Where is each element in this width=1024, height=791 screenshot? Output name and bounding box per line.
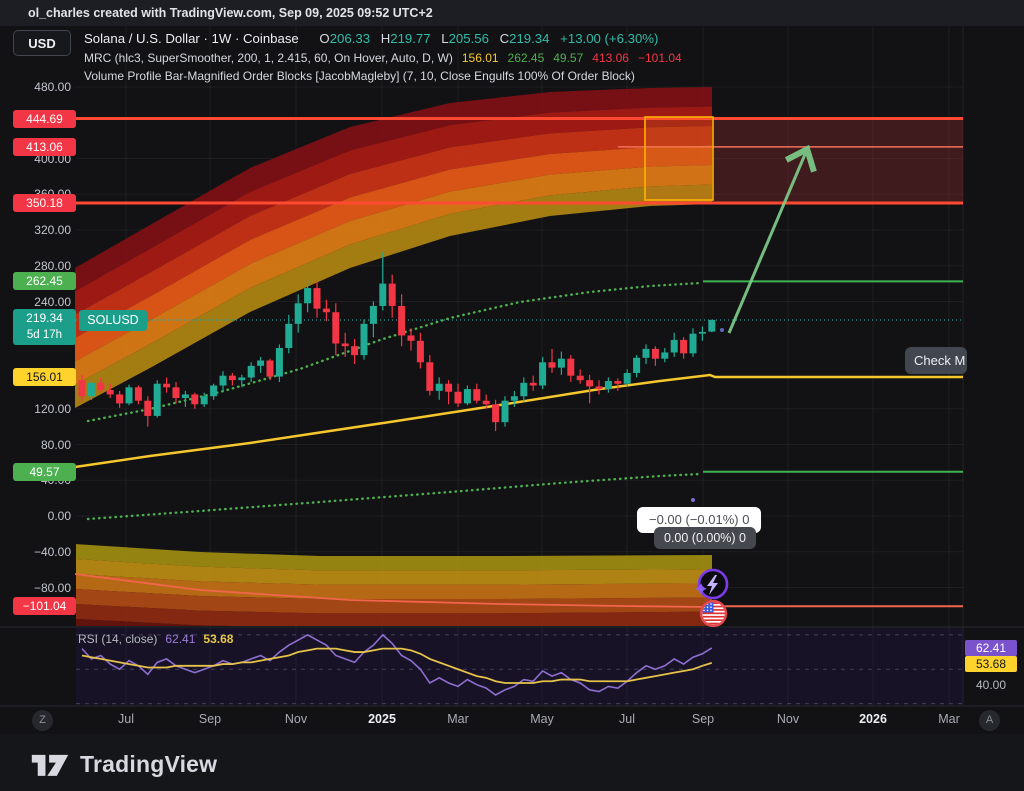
price-tick-label: −40.00 <box>33 544 71 559</box>
price-badge: 413.06 <box>13 137 76 156</box>
rsi-ma-value: 53.68 <box>203 632 234 646</box>
symbol-row[interactable]: Solana / U.S. Dollar · 1W · Coinbase O20… <box>84 31 682 47</box>
rsi-axis-label: 40.00 <box>975 678 1007 692</box>
tradingview-logo-text: TradingView <box>80 750 218 777</box>
price-badge: 444.69 <box>13 109 76 128</box>
rsi-value: 62.41 <box>165 632 196 646</box>
price-badge: 262.45 <box>13 272 76 291</box>
high-label: H <box>380 31 391 46</box>
mrc-indicator-values: 156.01 262.45 49.57 413.06 −101.04 <box>453 51 682 65</box>
low-label: L <box>441 31 449 46</box>
price-tick-label: 120.00 <box>34 401 71 416</box>
us-flag-icon[interactable] <box>699 599 728 628</box>
price-tick-label: 240.00 <box>34 294 71 309</box>
open-value: 206.33 <box>329 31 371 46</box>
price-tick-label: 480.00 <box>34 80 71 94</box>
time-axis-label: Sep <box>198 712 222 726</box>
mrc-value: −101.04 <box>637 51 682 65</box>
time-axis-label: May <box>530 712 554 726</box>
price-tick-label: 320.00 <box>34 223 71 237</box>
symbol-title: Solana / U.S. Dollar · 1W · Coinbase <box>84 31 299 46</box>
price-tick-label: 0.00 <box>47 509 71 523</box>
time-axis-label: 2025 <box>368 712 396 726</box>
time-axis-label: Mar <box>447 712 469 726</box>
mrc-value: 262.45 <box>507 51 545 65</box>
chart-legend: Solana / U.S. Dollar · 1W · Coinbase O20… <box>84 31 682 84</box>
close-value: 219.34 <box>509 31 550 46</box>
mrc-value: 156.01 <box>461 51 499 65</box>
tooltip-primary: 0.00 (0.00%) 0 <box>654 527 756 549</box>
currency-toggle-button[interactable]: USD <box>13 30 71 56</box>
price-tick-label: 80.00 <box>40 437 71 452</box>
price-badge: 219.34 5d 17h <box>13 308 76 345</box>
low-value: 205.56 <box>448 31 489 46</box>
check-button[interactable]: Check M <box>905 347 967 374</box>
mrc-indicator-label: MRC (hlc3, SuperSmoother, 200, 1, 2.415,… <box>84 51 453 65</box>
price-badge: −101.04 <box>13 597 76 616</box>
time-axis-label: Jul <box>619 712 635 726</box>
volume-profile-indicator-row[interactable]: Volume Profile Bar-Magnified Order Block… <box>84 69 635 83</box>
footer-bar: TradingView <box>0 734 1024 791</box>
timezone-button[interactable]: Z <box>32 710 53 731</box>
price-badge: 49.57 <box>13 462 76 481</box>
mrc-value: 49.57 <box>553 51 584 65</box>
rsi-indicator-row[interactable]: RSI (14, close) 62.41 53.68 <box>78 632 233 646</box>
time-axis-label: Sep <box>691 712 715 726</box>
price-tick-label: 280.00 <box>34 258 71 273</box>
rsi-value-badge: 62.41 <box>965 640 1017 656</box>
symbol-price-tag: SOLUSD <box>79 309 147 331</box>
time-axis-label: Nov <box>284 712 308 726</box>
tradingview-logo-icon <box>31 754 69 776</box>
close-label: C <box>499 31 510 46</box>
time-axis-label: Jul <box>118 712 134 726</box>
mrc-indicator-row[interactable]: MRC (hlc3, SuperSmoother, 200, 1, 2.415,… <box>84 50 682 66</box>
adjust-button[interactable]: A <box>979 710 1000 731</box>
time-axis-label: 2026 <box>859 712 887 726</box>
high-value: 219.77 <box>390 31 431 46</box>
time-axis-label: Nov <box>776 712 800 726</box>
rsi-label: RSI (14, close) <box>78 632 158 646</box>
tradingview-logo[interactable]: TradingView <box>30 747 217 781</box>
price-tick-label: −80.00 <box>33 580 71 595</box>
mrc-value: 413.06 <box>592 51 629 65</box>
watermark-bar: ol_charles created with TradingView.com,… <box>0 0 1024 26</box>
price-badge: 156.01 <box>13 367 76 386</box>
price-badge: 350.18 <box>13 194 76 213</box>
rsi-ma-badge: 53.68 <box>965 656 1017 672</box>
change-value: +13.00 (+6.30%) <box>560 31 659 46</box>
time-axis-label: Mar <box>938 712 960 726</box>
boost-lightning-icon[interactable] <box>694 565 734 601</box>
watermark-text: ol_charles created with TradingView.com,… <box>28 6 433 20</box>
open-label: O <box>319 31 330 46</box>
